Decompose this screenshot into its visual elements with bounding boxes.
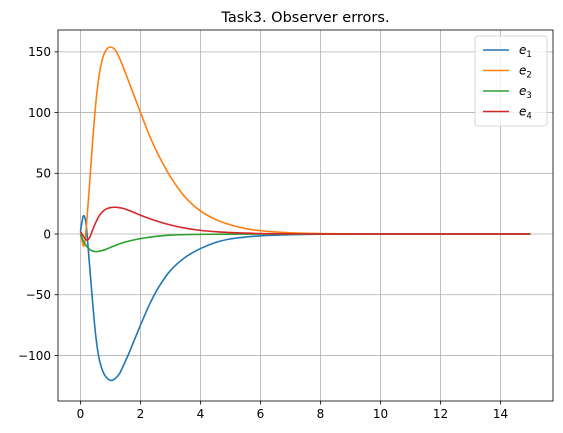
legend-label-subscript: 3 [526, 91, 531, 101]
legend-label-subscript: 2 [526, 71, 531, 81]
y-tick-label: 100 [28, 106, 51, 120]
legend-label-base: e [519, 105, 526, 119]
x-tick-label: 12 [433, 407, 448, 421]
legend-label-subscript: 4 [526, 112, 531, 122]
legend-box [474, 35, 548, 127]
x-tick-label: 8 [317, 407, 325, 421]
plot-area-frame [57, 29, 554, 402]
legend-label-e4: e4 [519, 105, 532, 122]
legend-label-base: e [519, 43, 526, 57]
x-tick-label: 14 [493, 407, 508, 421]
legend-label-base: e [519, 64, 526, 78]
series-line-e2 [79, 46, 531, 247]
series-line-e1 [79, 214, 531, 382]
y-tick-label: 50 [36, 167, 51, 181]
legend-label-subscript: 1 [526, 50, 531, 60]
series-lines [79, 46, 531, 382]
x-tick-label: 10 [373, 407, 388, 421]
x-tick-label: 6 [257, 407, 265, 421]
x-tick-label: 0 [77, 407, 85, 421]
y-tick-label: 0 [43, 227, 51, 241]
legend-label-e1: e1 [519, 43, 532, 60]
legend-label-base: e [519, 84, 526, 98]
series-line-e4 [79, 206, 531, 241]
x-tick-label: 4 [197, 407, 205, 421]
y-tick-label: −100 [18, 349, 51, 363]
chart-title: Task3. Observer errors. [220, 10, 389, 26]
y-tick-label: 150 [28, 45, 51, 59]
legend-label-e2: e2 [519, 64, 532, 81]
axis-ticks: 0 2 4 6 8 10 12 14 −100 −50 0 50 100 150 [18, 45, 508, 421]
x-tick-label: 2 [137, 407, 145, 421]
y-tick-label: −50 [26, 288, 51, 302]
legend-label-e3: e3 [519, 84, 532, 101]
